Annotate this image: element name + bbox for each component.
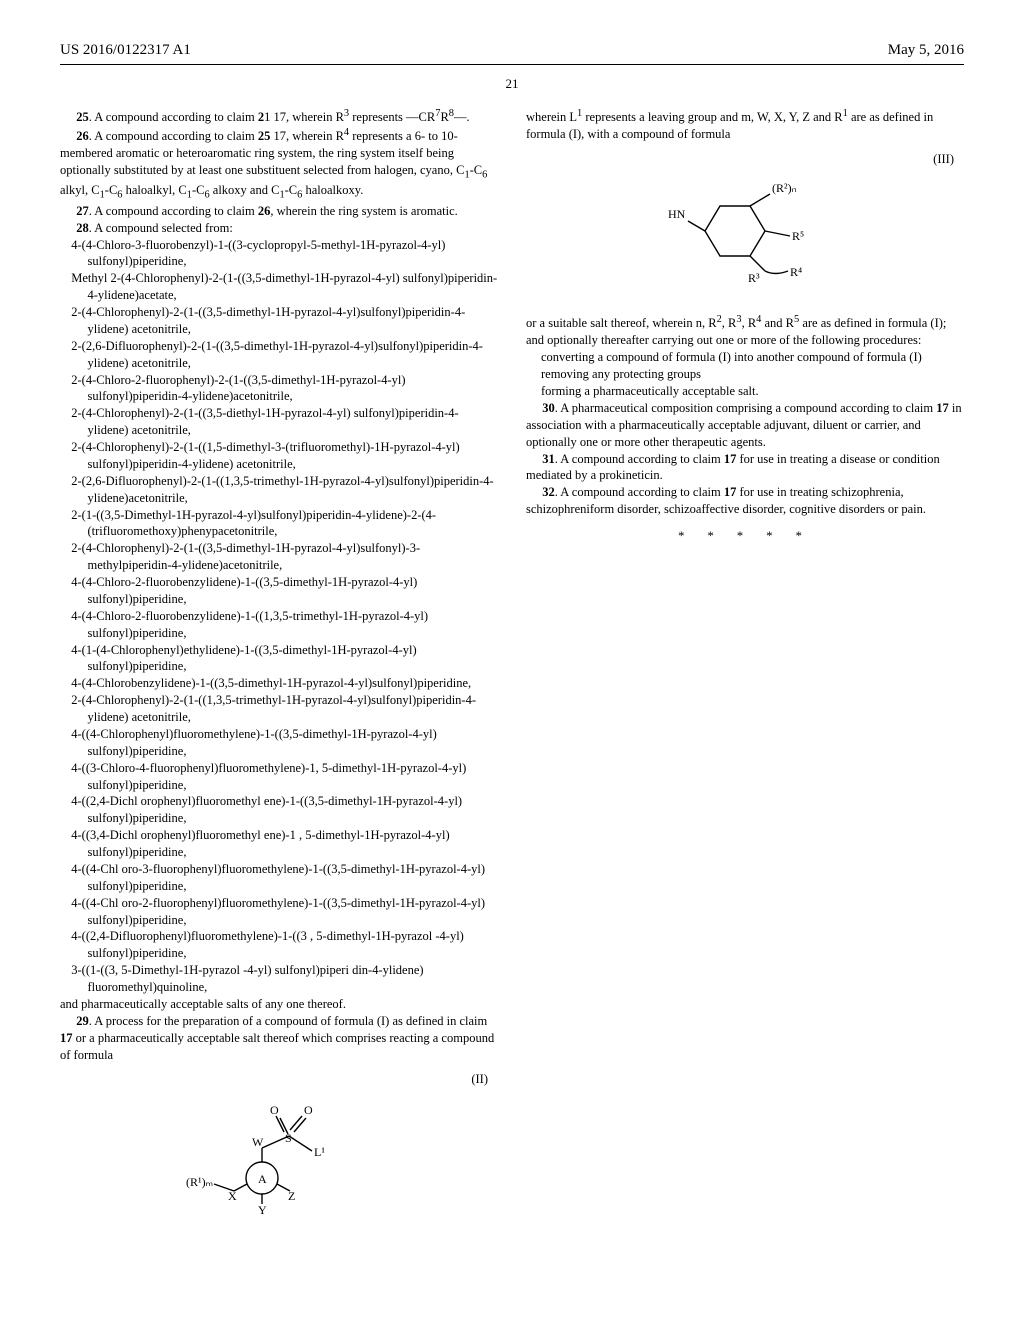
compound-item: 2-(4-Chloro-2-fluorophenyl)-2-(1-((3,5-d… [60,372,498,406]
compound-item: 2-(2,6-Difluorophenyl)-2-(1-((3,5-dimeth… [60,338,498,372]
header-rule [60,64,964,65]
claim-30: 30. A pharmaceutical composition compris… [526,400,964,451]
publication-number: US 2016/0122317 A1 [60,40,191,60]
svg-text:Z: Z [288,1189,295,1203]
svg-text:R⁴: R⁴ [790,265,802,279]
formula-iii-label: (III) [526,151,964,168]
claim-28: 28. A compound selected from: [60,220,498,237]
compound-item: 4-((4-Chlorophenyl)fluoromethylene)-1-((… [60,726,498,760]
compound-item: 4-(4-Chloro-3-fluorobenzyl)-1-((3-cyclop… [60,237,498,271]
claim-26: 26. A compound according to claim 25 17,… [60,126,498,203]
svg-text:A: A [258,1172,267,1186]
svg-text:L¹: L¹ [314,1145,325,1159]
claim-29: 29. A process for the preparation of a c… [60,1013,498,1064]
end-stars: * * * * * [526,528,964,545]
compound-item: 2-(1-((3,5-Dimethyl-1H-pyrazol-4-yl)sulf… [60,507,498,541]
page-number: 21 [60,75,964,93]
and-salts: and pharmaceutically acceptable salts of… [60,996,498,1013]
compound-item: 4-((3,4-Dichl orophenyl)fluoromethyl ene… [60,827,498,861]
svg-text:S: S [285,1131,292,1145]
compound-item: 2-(4-Chlorophenyl)-2-(1-((1,5-dimethyl-3… [60,439,498,473]
formula-iii: HN (R²)ₙ R⁵ R³ R⁴ [526,176,964,296]
compound-item: 4-(1-(4-Chlorophenyl)ethylidene)-1-((3,5… [60,642,498,676]
svg-text:R⁵: R⁵ [792,229,804,243]
claim-27: 27. A compound according to claim 26, wh… [60,203,498,220]
compound-item: 2-(4-Chlorophenyl)-2-(1-((3,5-diethyl-1H… [60,405,498,439]
compound-item: 4-((2,4-Difluorophenyl)fluoromethylene)-… [60,928,498,962]
svg-text:W: W [252,1135,264,1149]
svg-text:O: O [304,1103,313,1117]
compound-item: 4-(4-Chloro-2-fluorobenzylidene)-1-((3,5… [60,574,498,608]
compound-item: 2-(4-Chlorophenyl)-2-(1-((3,5-dimethyl-1… [60,540,498,574]
formula-ii-label: (II) [60,1071,498,1088]
procedure-item: converting a compound of formula (I) int… [526,349,964,366]
compound-item: Methyl 2-(4-Chlorophenyl)-2-(1-((3,5-dim… [60,270,498,304]
procedure-item: forming a pharmaceutically acceptable sa… [526,383,964,400]
compound-item: 4-((4-Chl oro-2-fluorophenyl)fluoromethy… [60,895,498,929]
svg-text:(R¹)ₘ: (R¹)ₘ [186,1175,213,1189]
svg-text:O: O [270,1103,279,1117]
claim-25: 25. A compound according to claim 21 17,… [60,107,498,126]
compound-item: 4-((4-Chl oro-3-fluorophenyl)fluoromethy… [60,861,498,895]
compound-item: 2-(4-Chlorophenyl)-2-(1-((3,5-dimethyl-1… [60,304,498,338]
claim-31: 31. A compound according to claim 17 for… [526,451,964,485]
claim-32: 32. A compound according to claim 17 for… [526,484,964,518]
svg-text:(R²)ₙ: (R²)ₙ [772,181,797,195]
publication-date: May 5, 2016 [888,40,964,60]
compound-item: 3-((1-((3, 5-Dimethyl-1H-pyrazol -4-yl) … [60,962,498,996]
wherein-ii: wherein L1 represents a leaving group an… [526,107,964,143]
svg-text:R³: R³ [748,271,760,285]
compound-item: 4-((2,4-Dichl orophenyl)fluoromethyl ene… [60,793,498,827]
page-header: US 2016/0122317 A1 May 5, 2016 [60,40,964,60]
svg-text:HN: HN [668,207,686,221]
or-salt: or a suitable salt thereof, wherein n, R… [526,313,964,349]
compound-item: 2-(2,6-Difluorophenyl)-2-(1-((1,3,5-trim… [60,473,498,507]
compound-item: 4-(4-Chlorobenzylidene)-1-((3,5-dimethyl… [60,675,498,692]
compound-item: 2-(4-Chlorophenyl)-2-(1-((1,3,5-trimethy… [60,692,498,726]
two-column-body: 25. A compound according to claim 21 17,… [60,107,964,1227]
compound-item: 4-(4-Chloro-2-fluorobenzylidene)-1-((1,3… [60,608,498,642]
formula-ii: (R¹)ₘ A W X Y Z S O O L¹ [60,1096,498,1221]
svg-text:X: X [228,1189,237,1203]
procedure-item: removing any protecting groups [526,366,964,383]
compound-item: 4-((3-Chloro-4-fluorophenyl)fluoromethyl… [60,760,498,794]
svg-text:Y: Y [258,1203,267,1216]
